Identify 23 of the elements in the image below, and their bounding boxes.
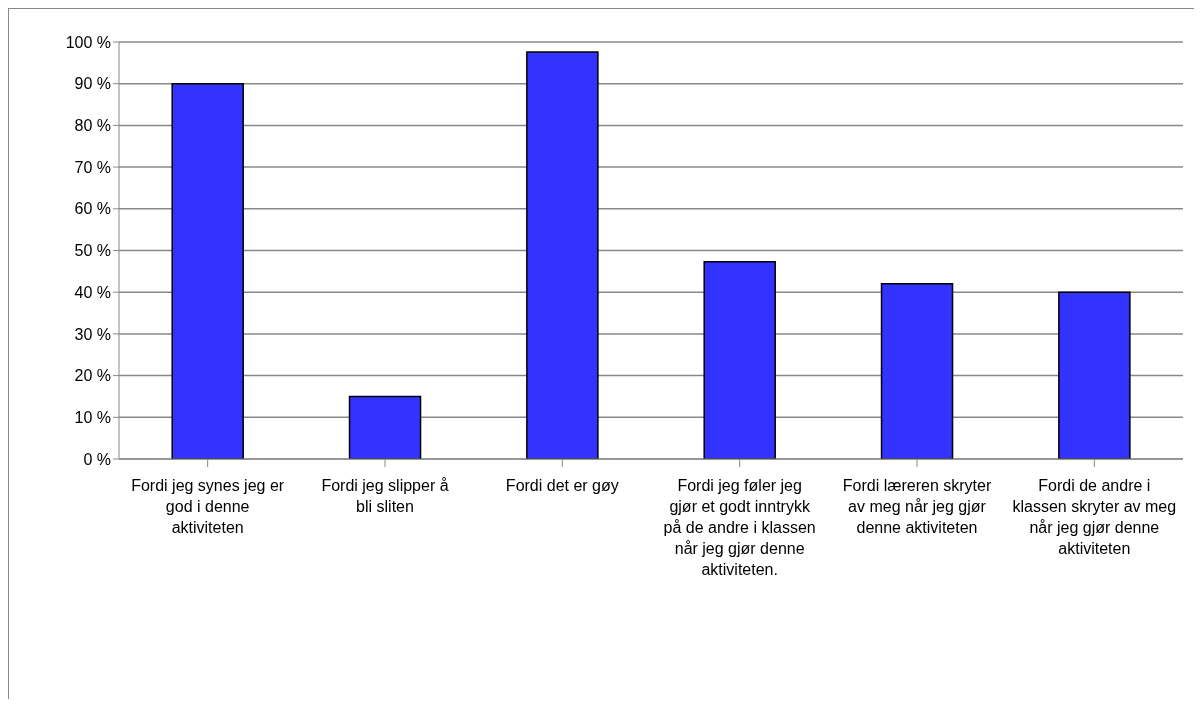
y-tick-label: 100 % [65,33,111,51]
bar [1058,291,1131,459]
y-tick-label: 70 % [74,158,111,176]
y-tick-label: 90 % [74,75,111,93]
x-tick-label: Fordi det er gøy [505,477,619,494]
y-tick-label: 0 % [83,450,111,468]
y-tick-label: 30 % [74,325,111,343]
y-tick-label: 80 % [74,117,111,135]
bar [880,283,954,459]
bar [348,395,422,459]
x-tick-label: Fordi de andre i klassen skryter av meg når jeg gjør denne aktiviteten [1012,477,1177,557]
y-tick-label: 60 % [74,200,111,218]
y-tick-label: 50 % [74,242,111,260]
x-tick-label: Fordi jeg føler jeg gjør et godt inntrykk på de andre i klassen når jeg gjør denne aktiviteten. [663,477,816,578]
bar [703,261,776,459]
bar [171,82,244,459]
y-tick-label: 20 % [74,367,111,385]
y-tick-label: 10 % [74,408,111,426]
x-tick-label: Fordi læreren skryter av meg når jeg gjør denne aktiviteten [842,477,992,536]
y-tick-label: 40 % [74,283,111,301]
bar [526,51,599,459]
x-tick-label: Fordi jeg slipper å bli sliten [321,477,449,515]
x-tick-label: Fordi jeg synes jeg er god i denne aktiviteten [131,477,285,536]
